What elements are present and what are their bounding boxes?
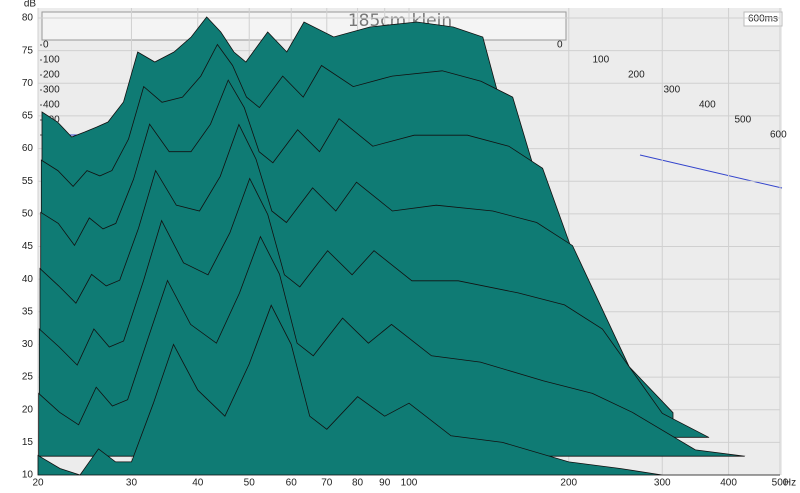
- y-tick-label: 35: [22, 306, 34, 317]
- x-tick-label: 40: [192, 478, 204, 489]
- y-tick-label: 15: [22, 437, 34, 448]
- x-tick-label: 80: [352, 478, 364, 489]
- z-tick-label-right: 200: [628, 70, 645, 81]
- y-tick-label: 55: [22, 176, 34, 187]
- x-tick-label: 20: [32, 478, 44, 489]
- y-tick-label: 65: [22, 111, 34, 122]
- y-tick-label: 60: [22, 143, 34, 154]
- z-tick-label-left: 0: [43, 40, 49, 51]
- z-end-box: [743, 11, 783, 27]
- y-tick-label: 45: [22, 241, 34, 252]
- y-tick-label: 20: [22, 404, 34, 415]
- waterfall-slice: [37, 304, 780, 476]
- z-tick-label-right: 300: [664, 85, 681, 96]
- y-axis-label: dB: [24, 0, 37, 10]
- x-tick-label: 300: [654, 478, 671, 489]
- x-tick-label: 90: [379, 478, 391, 489]
- z-tick-label-right: 600: [770, 130, 787, 141]
- x-tick-label: 70: [321, 478, 333, 489]
- y-tick-label: 30: [22, 339, 34, 350]
- z-end-label: 600ms: [748, 14, 778, 25]
- y-tick-label: 25: [22, 372, 34, 383]
- x-tick-label: 60: [286, 478, 298, 489]
- y-tick-label: 80: [22, 13, 34, 24]
- reference-line: [639, 154, 783, 189]
- x-tick-label: 500: [772, 478, 789, 489]
- x-tick-label: 400: [720, 478, 737, 489]
- z-tick-label-right: 100: [593, 55, 610, 66]
- waterfall-slice: [38, 235, 746, 457]
- z-tick-label-left: 200: [43, 70, 60, 81]
- x-tick-label: 200: [560, 478, 577, 489]
- x-unit-label: Hz: [784, 478, 796, 489]
- z-tick-label-left: 400: [43, 100, 60, 111]
- z-tick-label-right: 0: [557, 40, 563, 51]
- x-tick-label: 30: [126, 478, 138, 489]
- y-tick-label: 75: [22, 45, 34, 56]
- y-tick-label: 10: [22, 470, 34, 481]
- y-tick-label: 40: [22, 274, 34, 285]
- y-tick-label: 50: [22, 208, 34, 219]
- y-tick-label: 70: [22, 78, 34, 89]
- z-tick-label-left: 300: [43, 85, 60, 96]
- x-tick-label: 50: [244, 478, 256, 489]
- z-tick-label-right: 400: [699, 100, 716, 111]
- x-tick-label: 100: [401, 478, 418, 489]
- z-tick-label-right: 500: [735, 115, 752, 126]
- z-tick-label-left: 100: [43, 55, 60, 66]
